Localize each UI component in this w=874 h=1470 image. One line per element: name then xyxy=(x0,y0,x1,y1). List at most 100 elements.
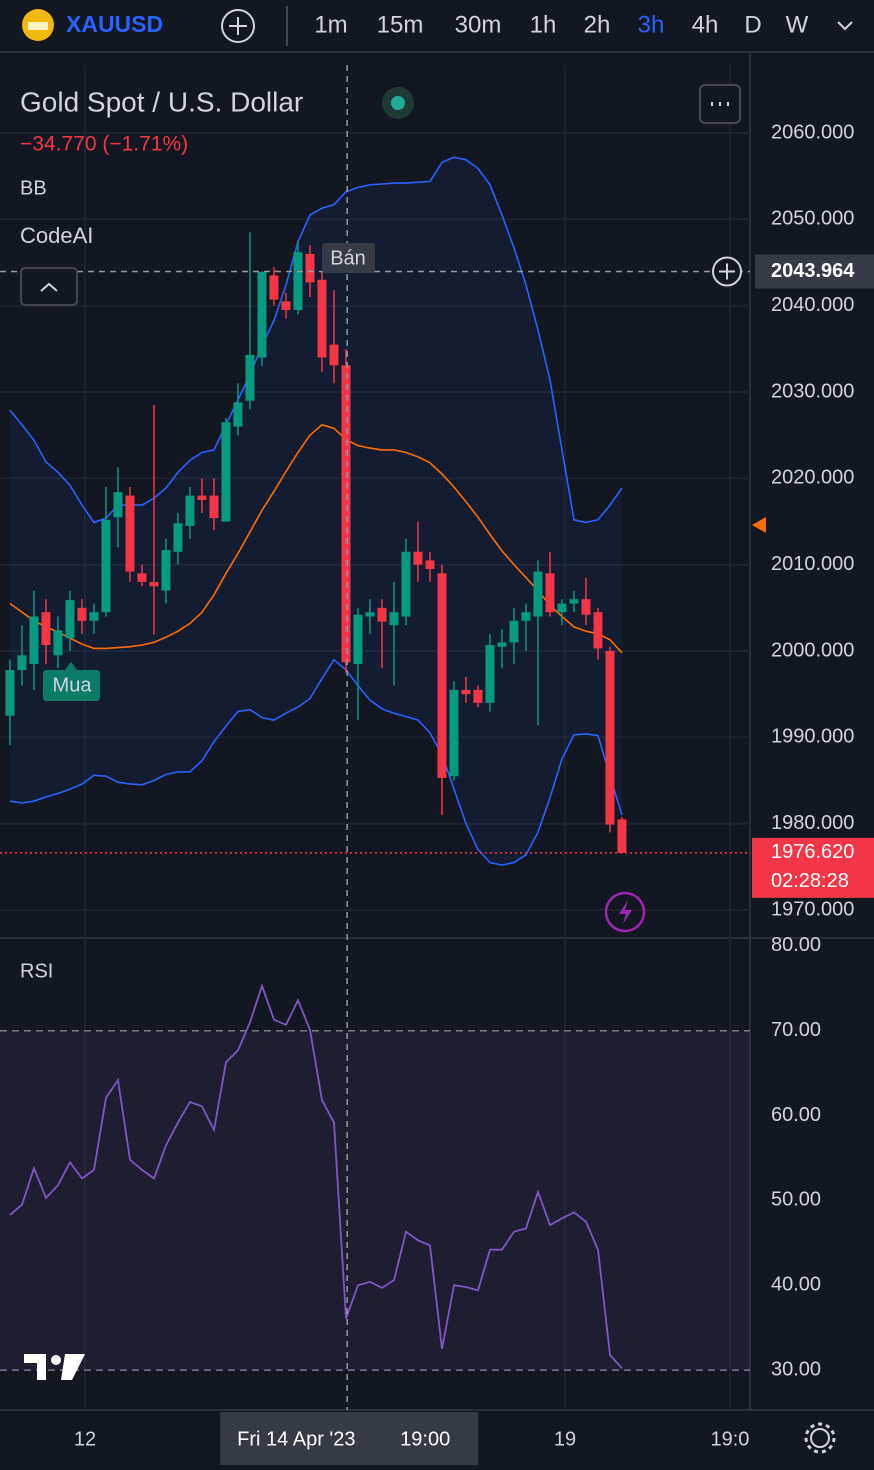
indicator-label[interactable]: CodeAI xyxy=(20,223,93,248)
symbol-logo-bar xyxy=(28,22,48,30)
candle-body xyxy=(473,689,483,703)
event-bolt xyxy=(619,900,632,924)
last-price-label: 1976.620 xyxy=(771,841,854,863)
candle-body xyxy=(101,519,111,613)
interval[interactable]: 1m xyxy=(314,11,347,38)
buy-arrow xyxy=(64,662,78,671)
candle-body xyxy=(605,651,615,825)
crosshair-add-icon xyxy=(719,263,735,280)
y-tick-label: 2040.000 xyxy=(771,294,854,316)
y-tick-label: 40.00 xyxy=(771,1274,821,1296)
candle-body xyxy=(449,689,459,777)
candle-body xyxy=(533,571,543,617)
logo-part xyxy=(51,1355,61,1365)
logo-part xyxy=(61,1354,85,1380)
settings[interactable] xyxy=(810,1428,830,1448)
crosshair-date: Fri 14 Apr '23 xyxy=(237,1428,355,1450)
collapse-button[interactable] xyxy=(20,267,78,306)
candle-body xyxy=(293,252,303,311)
candle-body xyxy=(485,644,495,703)
more-intervals[interactable] xyxy=(837,21,853,31)
candle-body xyxy=(113,492,123,518)
y-tick-label: 1970.000 xyxy=(771,898,854,920)
sell-marker xyxy=(322,243,375,273)
candle-body xyxy=(305,253,315,283)
interval[interactable]: 1h xyxy=(530,11,557,38)
candle-body xyxy=(161,550,171,591)
candle-body xyxy=(185,495,195,526)
candle-body xyxy=(197,495,207,500)
candle-body xyxy=(413,551,423,565)
interval[interactable]: 2h xyxy=(584,11,611,38)
market-status[interactable] xyxy=(391,96,405,110)
plot: 12 19 19:0 1970.000 1980.000 1990.000 2000.000… xyxy=(0,52,874,1465)
rsi-line xyxy=(9,983,623,1369)
candle-body xyxy=(77,607,87,621)
y-tick-label: 80.00 xyxy=(771,934,821,956)
indicator-label[interactable]: BB xyxy=(20,177,47,199)
tv-logo xyxy=(24,1354,85,1380)
indicator-line xyxy=(9,658,623,866)
candle-body xyxy=(497,642,507,647)
add-icon xyxy=(229,17,247,35)
last-price-box xyxy=(752,837,874,898)
candle-body xyxy=(5,670,15,716)
candle-body xyxy=(233,402,243,427)
candle-body xyxy=(377,607,387,622)
rsi-title: RSI xyxy=(20,960,53,982)
candle-body xyxy=(317,279,327,358)
y-tick-label: 1980.000 xyxy=(771,812,854,834)
interval[interactable]: 3h xyxy=(638,11,665,38)
band-fill xyxy=(10,157,622,866)
symbol[interactable]: XAUUSD xyxy=(66,11,163,37)
candle-body xyxy=(41,612,51,645)
interval[interactable]: 4h xyxy=(692,11,719,38)
alert-marker[interactable] xyxy=(752,517,766,533)
candle-body xyxy=(521,612,531,621)
y-tick-label: 60.00 xyxy=(771,1104,821,1126)
y-tick-label: 1990.000 xyxy=(771,726,854,748)
candle-body xyxy=(245,354,255,401)
crosshair-price: 2043.964 xyxy=(771,260,855,282)
candle-body xyxy=(401,551,411,617)
add-symbol[interactable] xyxy=(221,9,255,43)
interval[interactable]: D xyxy=(744,11,761,38)
y-tick-label: 2020.000 xyxy=(771,467,854,489)
candle-body xyxy=(65,600,75,639)
interval[interactable]: 15m xyxy=(377,11,424,38)
candle-body xyxy=(353,614,363,664)
y-tick-label: 70.00 xyxy=(771,1019,821,1041)
candle-body xyxy=(329,344,339,366)
candle-body xyxy=(221,422,231,522)
candle-body xyxy=(137,573,147,582)
crosshair-time: 19:00 xyxy=(400,1428,450,1450)
candle-body xyxy=(29,616,39,664)
candle-body xyxy=(425,560,435,570)
candle-body xyxy=(389,612,399,626)
y-tick-label: 50.00 xyxy=(771,1189,821,1211)
candle-body xyxy=(269,275,279,300)
event-icon[interactable] xyxy=(604,891,646,933)
indicator-line xyxy=(9,156,623,524)
candle-body xyxy=(173,523,183,552)
candle-body xyxy=(617,819,627,853)
candle-body xyxy=(581,599,591,615)
price-change: −34.770 (−1.71%) xyxy=(20,133,188,156)
interval[interactable]: 30m xyxy=(455,11,502,38)
countdown: 02:28:28 xyxy=(771,870,849,892)
indicator-line xyxy=(9,423,623,654)
candle-body xyxy=(545,573,555,613)
y-tick-label: 2060.000 xyxy=(771,121,854,143)
candle-body xyxy=(125,495,135,572)
settings-teeth xyxy=(804,1422,836,1454)
sell-label: Bán xyxy=(330,247,366,269)
band-fill xyxy=(0,1030,750,1371)
buy-label: Mua xyxy=(53,674,93,696)
candle-body xyxy=(509,620,519,643)
collapse-icon xyxy=(40,282,58,292)
interval[interactable]: W xyxy=(786,11,809,38)
candle-body xyxy=(209,495,219,519)
crosshair-price-box xyxy=(755,254,874,289)
